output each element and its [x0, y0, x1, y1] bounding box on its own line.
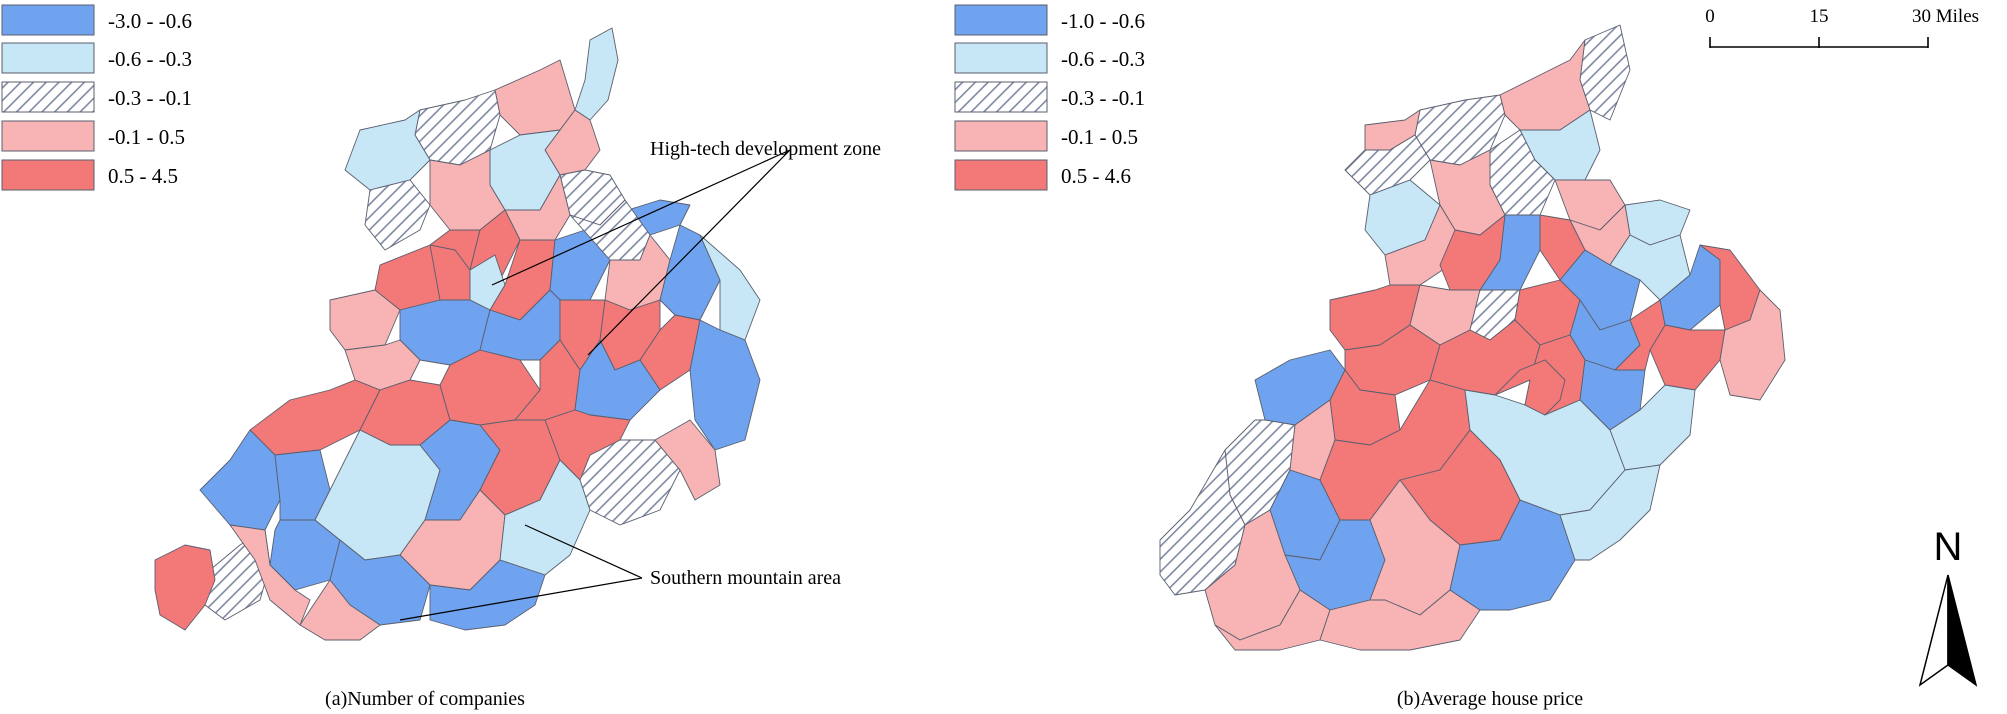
- scale-bar: 0 15 30 Miles: [1705, 6, 1979, 48]
- legend-b-label-5: 0.5 - 4.6: [1061, 164, 1131, 188]
- b-r50: [1494, 359, 1566, 416]
- legend-b-item-3: -0.3 - -0.1: [954, 81, 1145, 113]
- legend-a-label-1: -3.0 - -0.6: [108, 9, 192, 33]
- a-r49: [299, 579, 381, 641]
- legend-a-item-4: -0.1 - 0.5: [1, 120, 185, 152]
- b-r2: [1499, 39, 1591, 131]
- leader-line-south-2: [399, 577, 643, 621]
- legend-b-label-4: -0.1 - 0.5: [1061, 125, 1138, 149]
- b-r49: [1559, 464, 1661, 561]
- annotation-hightech-zone: High-tech development zone: [650, 138, 881, 160]
- legend-a-label-5: 0.5 - 4.5: [108, 164, 178, 188]
- leader-line-hightech-1: [491, 149, 791, 286]
- map-b: (b)Average house price: [1159, 24, 1786, 710]
- legend-a-item-2: -0.6 - -0.3: [1, 42, 192, 74]
- legend-a-item-3: -0.3 - -0.1: [1, 81, 192, 113]
- b-r26: [1649, 324, 1726, 391]
- legend-b: -1.0 - -0.6 -0.6 - -0.3 -0.3 - -0.1 -0.1…: [954, 4, 1145, 191]
- legend-a-label-3: -0.3 - -0.1: [108, 86, 192, 110]
- legend-a-swatch-1: [1, 4, 95, 36]
- a-r50: [429, 559, 546, 631]
- legend-b-swatch-4: [954, 120, 1048, 152]
- legend-b-label-2: -0.6 - -0.3: [1061, 47, 1145, 71]
- a-r24: [689, 319, 761, 451]
- a-r2: [494, 59, 576, 136]
- a-r6: [364, 179, 431, 251]
- legend-b-item-4: -0.1 - 0.5: [954, 120, 1138, 152]
- a-r41: [654, 419, 721, 501]
- legend-b-label-1: -1.0 - -0.6: [1061, 9, 1145, 33]
- legend-b-swatch-3: [954, 81, 1048, 113]
- scale-bar-label-0: 0: [1705, 6, 1715, 27]
- b-r28: [1719, 289, 1786, 401]
- north-arrow-right-half: [1947, 574, 1978, 687]
- legend-b-swatch-1: [954, 4, 1048, 36]
- north-arrow-label: N: [1934, 525, 1963, 569]
- legend-a: -3.0 - -0.6 -0.6 - -0.3 -0.3 - -0.1 -0.1…: [1, 4, 192, 191]
- caption-map-b: (b)Average house price: [1397, 688, 1583, 710]
- legend-b-swatch-2: [954, 42, 1048, 74]
- north-arrow: N: [1918, 525, 1978, 687]
- b-r48: [1449, 499, 1576, 611]
- legend-a-swatch-4: [1, 120, 95, 152]
- legend-a-swatch-5: [1, 159, 95, 191]
- legend-b-label-3: -0.3 - -0.1: [1061, 86, 1145, 110]
- legend-a-item-1: -3.0 - -0.6: [1, 4, 192, 36]
- legend-b-item-2: -0.6 - -0.3: [954, 42, 1145, 74]
- legend-b-item-1: -1.0 - -0.6: [954, 4, 1145, 36]
- north-arrow-left-half: [1918, 574, 1949, 687]
- map-a: High-tech development zone Southern moun…: [154, 27, 881, 710]
- caption-map-a: (a)Number of companies: [325, 688, 525, 710]
- legend-a-swatch-2: [1, 42, 95, 74]
- legend-b-item-5: 0.5 - 4.6: [954, 159, 1131, 191]
- legend-a-label-4: -0.1 - 0.5: [108, 125, 185, 149]
- scale-bar-label-1: 15: [1810, 6, 1829, 27]
- a-r4: [344, 109, 431, 191]
- a-r1: [574, 27, 619, 121]
- leader-line-hightech-2: [587, 149, 791, 356]
- a-r39: [154, 544, 216, 631]
- legend-a-swatch-3: [1, 81, 95, 113]
- legend-b-swatch-5: [954, 159, 1048, 191]
- scale-bar-label-2: 30 Miles: [1912, 6, 1979, 27]
- legend-a-item-5: 0.5 - 4.5: [1, 159, 178, 191]
- annotation-southern-mountain: Southern mountain area: [650, 567, 841, 589]
- leader-line-south-1: [524, 524, 643, 579]
- legend-a-label-2: -0.6 - -0.3: [108, 47, 192, 71]
